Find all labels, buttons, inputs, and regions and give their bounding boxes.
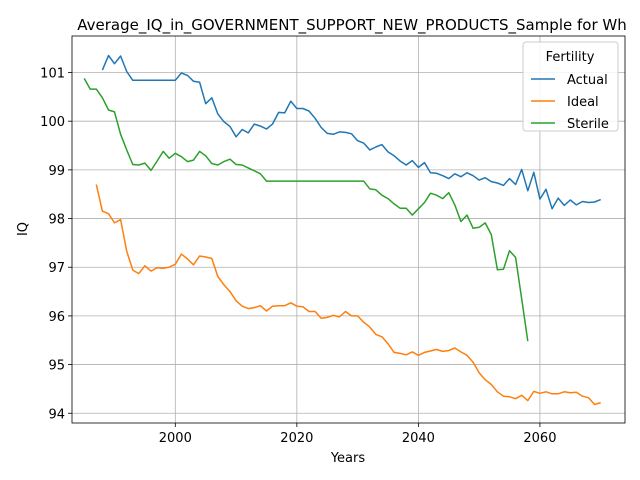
x-tick-label: 2040 (402, 431, 435, 446)
x-axis-title: Years (330, 451, 366, 466)
legend-items: Actual Ideal Sterile (531, 73, 609, 132)
plot-frame (71, 35, 626, 424)
axis-ticks: 2000 2020 2040 2060 94 95 96 97 98 99 100 101 (40, 67, 556, 446)
legend-label-sterile: Sterile (567, 117, 609, 132)
chart-title: Average_IQ_in_GOVERNMENT_SUPPORT_NEW_PRO… (77, 16, 626, 35)
y-tick-label: 95 (48, 359, 65, 374)
y-tick-label: 98 (48, 213, 65, 228)
series-lines (83, 54, 601, 406)
y-tick-label: 100 (40, 115, 65, 130)
legend-label-actual: Actual (567, 73, 608, 88)
y-tick-label: 101 (40, 67, 65, 82)
series-line-actual (101, 54, 601, 210)
x-tick-label: 2000 (159, 431, 192, 446)
legend-box (522, 41, 619, 132)
x-tick-label: 2020 (280, 431, 313, 446)
y-tick-label: 96 (48, 310, 65, 325)
legend-title: Fertility (546, 50, 595, 65)
y-tick-label: 97 (48, 261, 65, 276)
y-axis-title: IQ (16, 222, 31, 236)
series-line-sterile (83, 78, 529, 342)
x-tick-label: 2060 (523, 431, 556, 446)
series-line-ideal (95, 184, 601, 406)
legend-label-ideal: Ideal (567, 95, 599, 110)
y-tick-label: 94 (48, 407, 65, 422)
legend: Fertility Actual Ideal Sterile (522, 41, 619, 132)
y-tick-label: 99 (48, 164, 65, 179)
